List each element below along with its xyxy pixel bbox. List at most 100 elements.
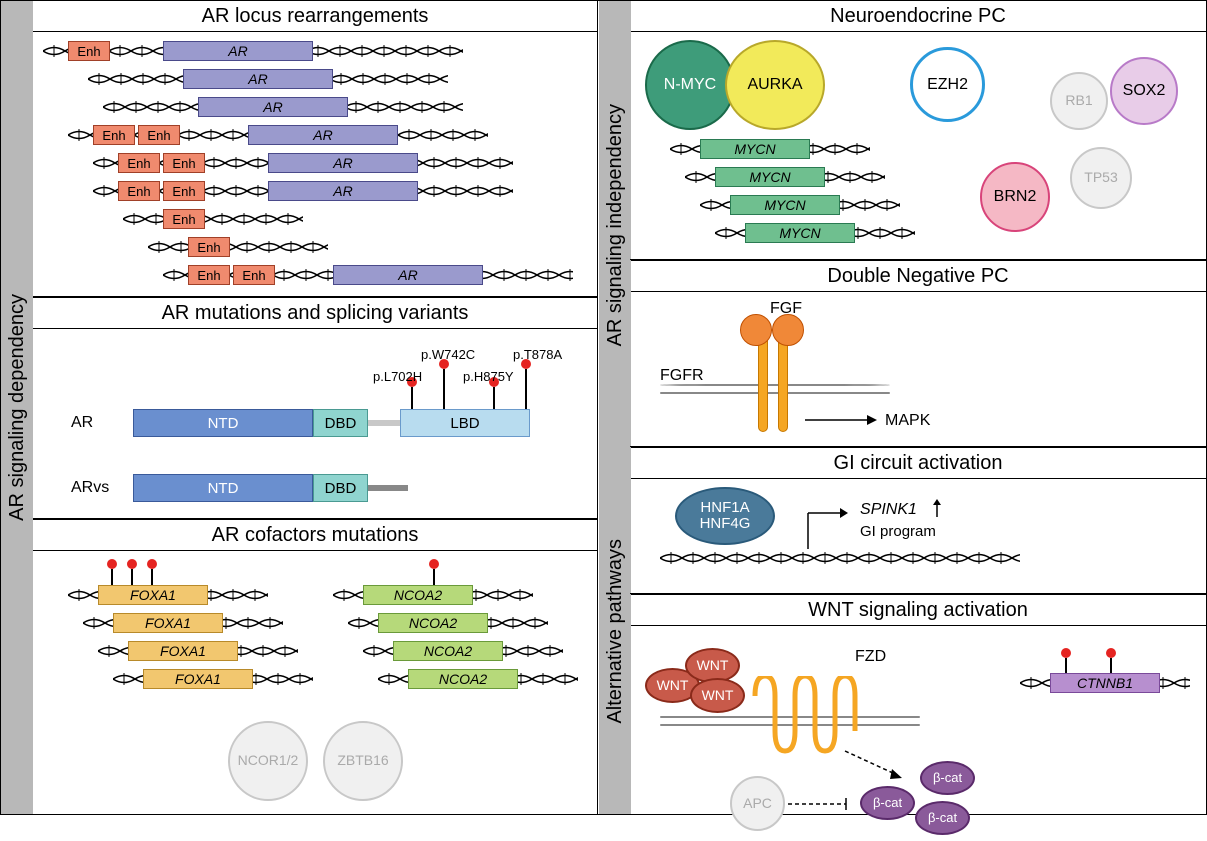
mut-w742c: p.W742C [421, 347, 475, 362]
fzd-label: FZD [855, 648, 886, 666]
bcat-2: β-cat [915, 801, 970, 835]
panel-dnpc: FGF FGFR MAPK [630, 292, 1206, 447]
dash-inhibit-apc [788, 798, 858, 810]
hnf-node: HNF1A HNF4G [675, 487, 775, 545]
tp53-node: TP53 [1070, 147, 1132, 209]
vbar-ar-dependency: AR signaling dependency [1, 1, 33, 814]
gene-box: FOXA1 [98, 585, 208, 605]
title-gi: GI circuit activation [630, 447, 1206, 479]
vbar-alt-label: Alternative pathways [604, 539, 627, 724]
vbar-label: AR signaling dependency [6, 294, 29, 521]
gene-box: MYCN [745, 223, 855, 243]
spink1-label: SPINK1 [860, 501, 917, 519]
mut-pop [433, 569, 435, 585]
ar-row1-label: AR [71, 414, 93, 432]
dna-helix [148, 238, 328, 256]
mut-w742c-pop [443, 369, 445, 409]
arvs-dbd: DBD [313, 474, 368, 502]
enh-box: Enh [163, 153, 205, 173]
gene-box: FOXA1 [128, 641, 238, 661]
mut-pop [151, 569, 153, 585]
arvs-tail [368, 485, 408, 491]
fzd-receptor [750, 676, 860, 756]
gene-box: MYCN [700, 139, 810, 159]
gene-box: AR [333, 265, 483, 285]
mapk-label: MAPK [885, 412, 930, 430]
title-ar-locus: AR locus rearrangements [33, 1, 597, 32]
ar-row2-label: ARvs [71, 479, 109, 497]
gene-box: AR [163, 41, 313, 61]
fgfr-stem-1 [758, 332, 768, 432]
gene-box: MYCN [715, 167, 825, 187]
bcat-3: β-cat [920, 761, 975, 795]
apc-node: APC [730, 776, 785, 831]
enh-box: Enh [188, 265, 230, 285]
sox2-node: SOX2 [1110, 57, 1178, 125]
panel-gi: HNF1A HNF4G SPINK1 GI program [630, 479, 1206, 594]
hnf4g-label: HNF4G [700, 516, 751, 533]
enh-box: Enh [163, 181, 205, 201]
ctnnb1-pop1 [1065, 658, 1067, 674]
gene-box: NCOA2 [408, 669, 518, 689]
left-body: AR locus rearrangements EnhARARAREnhEnhA… [33, 1, 597, 814]
zbtb-node: ZBTB16 [323, 721, 403, 801]
fgfr-label: FGFR [660, 367, 704, 385]
title-cofactors: AR cofactors mutations [33, 519, 597, 551]
fgf-ball-2 [772, 314, 804, 346]
mut-h875y: p.H875Y [463, 369, 514, 384]
ezh2-node: EZH2 [910, 47, 985, 122]
mut-l702h: p.L702H [373, 369, 422, 384]
ncor-label: NCOR1/2 [238, 753, 299, 768]
fgfr-stem-2 [778, 332, 788, 432]
dna-helix [660, 549, 1020, 567]
panel-wnt: WNT WNT WNT FZD APC β-cat β-cat β-cat [630, 626, 1206, 841]
enh-box: Enh [118, 153, 160, 173]
title-ar-mut: AR mutations and splicing variants [33, 297, 597, 329]
membrane-bot [660, 392, 890, 394]
mut-pop [131, 569, 133, 585]
arvs-ntd: NTD [133, 474, 313, 502]
left-column: AR signaling dependency AR locus rearran… [1, 1, 598, 814]
enh-box: Enh [118, 181, 160, 201]
enh-box: Enh [163, 209, 205, 229]
mut-l702h-pop [411, 387, 413, 409]
gene-box: AR [198, 97, 348, 117]
vbar-alternative: Alternative pathways [599, 449, 631, 814]
ncor-node: NCOR1/2 [228, 721, 308, 801]
gene-box: AR [268, 181, 418, 201]
nmyc-node: N-MYC [645, 40, 735, 130]
vbar-ind-label: AR signaling independency [604, 104, 627, 346]
up-arrow-icon [930, 499, 944, 519]
gene-box: NCOA2 [363, 585, 473, 605]
gene-box: NCOA2 [378, 613, 488, 633]
gene-box: NCOA2 [393, 641, 503, 661]
enh-box: Enh [233, 265, 275, 285]
hnf1a-label: HNF1A [700, 500, 749, 517]
ar-dbd: DBD [313, 409, 368, 437]
ar-lbd: LBD [400, 409, 530, 437]
title-wnt: WNT signaling activation [630, 594, 1206, 626]
right-body: Neuroendocrine PC N-MYC AURKA EZH2 RB1 S… [630, 1, 1206, 841]
enh-box: Enh [93, 125, 135, 145]
fgf-ball-1 [740, 314, 772, 346]
arrow-mapk [805, 412, 880, 428]
mut-h875y-pop [493, 387, 495, 409]
panel-nepc: N-MYC AURKA EZH2 RB1 SOX2 BRN2 TP53 MYCN… [630, 32, 1206, 260]
panel-ar-mut: AR ARvs NTD DBD LBD p.L702H p.W742C p.H8… [33, 329, 597, 519]
wnt-3: WNT [690, 678, 745, 713]
gene-box: CTNNB1 [1050, 673, 1160, 693]
rb1-node: RB1 [1050, 72, 1108, 130]
gene-box: AR [268, 153, 418, 173]
mut-pop [111, 569, 113, 585]
dash-arrow-fzd [840, 746, 910, 786]
title-dnpc: Double Negative PC [630, 260, 1206, 292]
gene-box: AR [183, 69, 333, 89]
vbar-independency: AR signaling independency [599, 1, 631, 449]
gene-box: FOXA1 [113, 613, 223, 633]
enh-box: Enh [138, 125, 180, 145]
panel-cofactors: NCOR1/2 ZBTB16 FOXA1 NCOA2 FOXA1 NCOA2 FOXA1… [33, 551, 597, 811]
ctnnb1-pop2 [1110, 658, 1112, 674]
enh-box: Enh [68, 41, 110, 61]
dna-helix [123, 210, 303, 228]
ar-hinge [368, 420, 400, 426]
